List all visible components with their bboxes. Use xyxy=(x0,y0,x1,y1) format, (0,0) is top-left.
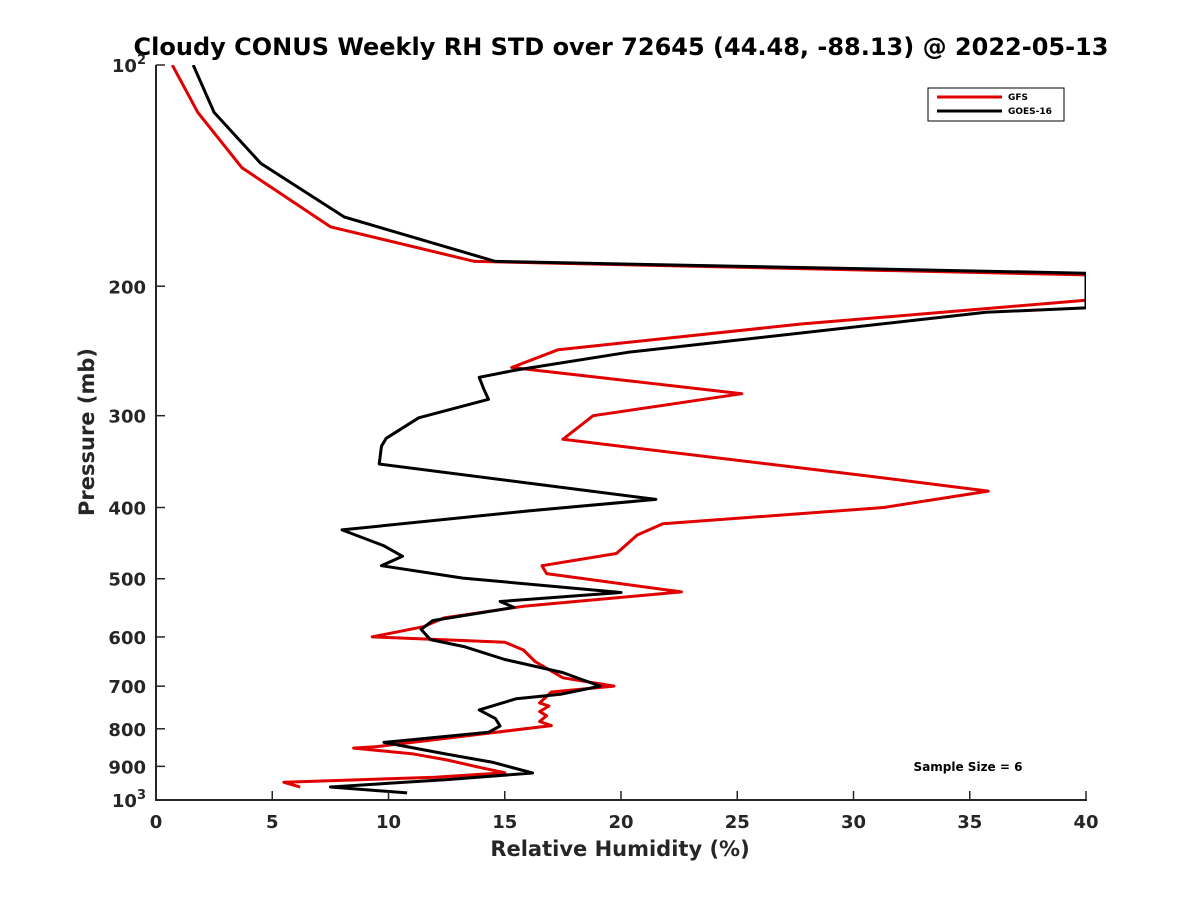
chart-title: Cloudy CONUS Weekly RH STD over 72645 (4… xyxy=(134,33,1109,61)
x-tick-label: 10 xyxy=(376,812,401,833)
sample-size-annotation: Sample Size = 6 xyxy=(914,760,1023,774)
x-tick-label: 30 xyxy=(841,812,866,833)
legend: GFS GOES-16 xyxy=(927,87,1065,122)
legend-label: GOES-16 xyxy=(1008,107,1052,117)
x-tick-label: 25 xyxy=(725,812,750,833)
y-tick-label: 300 xyxy=(108,407,146,428)
x-tick-label: 20 xyxy=(608,812,633,833)
y-tick-label: 400 xyxy=(108,499,146,520)
y-tick-label: 800 xyxy=(108,720,146,741)
x-tick-label: 40 xyxy=(1073,812,1098,833)
y-tick-label: 500 xyxy=(108,570,146,591)
y-tick-label: 103 xyxy=(112,788,146,812)
series-group xyxy=(170,65,1086,795)
y-tick-label: 600 xyxy=(108,628,146,649)
y-tick-label: 700 xyxy=(108,677,146,698)
x-tick-label: 35 xyxy=(957,812,982,833)
y-tick-label: 900 xyxy=(108,757,146,778)
x-tick-label: 0 xyxy=(150,812,163,833)
y-axis-label: Pressure (mb) xyxy=(75,348,99,516)
legend-label: GFS xyxy=(1008,93,1028,103)
x-tick-label: 5 xyxy=(266,812,279,833)
x-axis-label: Relative Humidity (%) xyxy=(490,837,749,861)
series-line-gfs xyxy=(170,65,1086,789)
series-line-goes-16 xyxy=(191,65,1086,795)
x-tick-label: 15 xyxy=(492,812,517,833)
x-ticks: 0 5 10 15 20 25 30 35 40 xyxy=(150,791,1099,833)
plot-area: 0 5 10 15 20 25 30 35 40 102 200 300 400 500 600 700 80… xyxy=(108,53,1098,833)
y-tick-label: 200 xyxy=(108,277,146,298)
y-ticks: 102 200 300 400 500 600 700 800 900 103 xyxy=(108,53,165,812)
y-tick-label: 102 xyxy=(112,53,146,77)
legend-box xyxy=(927,87,1065,122)
